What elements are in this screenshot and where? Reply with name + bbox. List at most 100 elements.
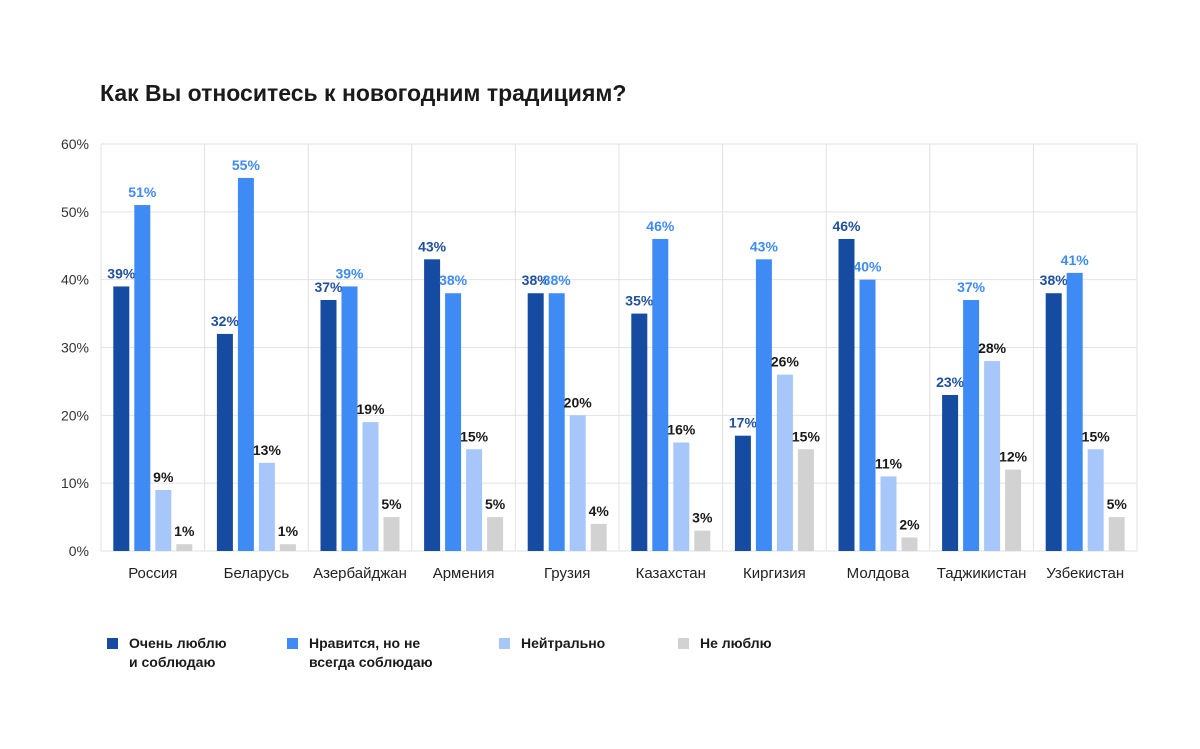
legend-label: Нейтрально (521, 635, 606, 651)
data-label: 55% (232, 157, 261, 173)
bar (797, 449, 814, 551)
bar (1087, 449, 1104, 551)
bar (942, 394, 959, 551)
data-label: 1% (174, 523, 195, 539)
data-label: 5% (381, 496, 402, 512)
data-label: 43% (750, 238, 779, 254)
legend-swatch (678, 638, 689, 649)
bar (279, 544, 296, 551)
data-label: 2% (899, 516, 920, 532)
bar (424, 259, 441, 551)
y-tick-label: 10% (61, 475, 89, 491)
bar (755, 259, 772, 551)
data-label: 40% (853, 259, 882, 275)
y-tick-label: 0% (69, 543, 89, 559)
data-label: 26% (771, 354, 800, 370)
bar (548, 293, 565, 551)
bar (734, 435, 751, 551)
legend-label: Нравится, но не всегда соблюдаю (309, 635, 433, 670)
data-label: 32% (211, 313, 240, 329)
data-label: 37% (957, 279, 986, 295)
bar (1108, 517, 1125, 551)
data-label: 3% (692, 510, 713, 526)
data-label: 5% (1107, 496, 1128, 512)
y-tick-label: 60% (61, 136, 89, 152)
data-label: 41% (1061, 252, 1090, 268)
data-label: 28% (978, 340, 1007, 356)
data-label: 43% (418, 238, 447, 254)
legend-item-dislike: Не люблю (678, 634, 772, 653)
bar (859, 279, 876, 551)
x-tick-label: Азербайджан (313, 565, 407, 582)
data-label: 5% (485, 496, 506, 512)
x-tick-label: Таджикистан (937, 565, 1027, 582)
bar (362, 422, 379, 551)
legend-swatch (287, 638, 298, 649)
data-label: 35% (625, 293, 654, 309)
bar (487, 517, 504, 551)
data-label: 15% (1082, 428, 1111, 444)
data-label: 39% (107, 265, 136, 281)
y-tick-label: 40% (61, 272, 89, 288)
bar (776, 374, 793, 551)
bar (176, 544, 193, 551)
data-label: 23% (936, 374, 965, 390)
bar (258, 462, 275, 551)
x-tick-label: Киргизия (743, 565, 806, 582)
data-label: 15% (792, 428, 821, 444)
y-tick-label: 50% (61, 204, 89, 220)
data-label: 16% (667, 421, 696, 437)
bar (694, 530, 711, 551)
bar (445, 293, 462, 551)
x-tick-label: Узбекистан (1046, 565, 1124, 582)
bar (569, 415, 586, 551)
bar (590, 523, 607, 551)
bar (838, 238, 855, 551)
bar (963, 300, 980, 551)
bar (652, 238, 669, 551)
bar (113, 286, 130, 551)
data-label: 11% (875, 455, 903, 471)
bar (527, 293, 544, 551)
data-label: 38% (543, 272, 572, 288)
y-tick-label: 30% (61, 340, 89, 356)
x-tick-label: Молдова (847, 565, 910, 582)
bar (1045, 293, 1062, 551)
bar (134, 205, 151, 552)
bar (631, 313, 648, 551)
data-label: 17% (729, 415, 758, 431)
data-label: 38% (439, 272, 468, 288)
legend-swatch (499, 638, 510, 649)
data-label: 1% (278, 523, 299, 539)
data-label: 19% (356, 401, 385, 417)
bar (383, 517, 400, 551)
bar (880, 476, 897, 551)
data-label: 38% (522, 272, 551, 288)
x-tick-label: Казахстан (636, 565, 706, 582)
bar (901, 537, 918, 551)
data-label: 20% (564, 394, 593, 410)
data-label: 51% (128, 184, 157, 200)
legend-item-like: Нравится, но не всегда соблюдаю (287, 634, 433, 672)
data-label: 15% (460, 428, 489, 444)
x-tick-label: Россия (128, 565, 177, 582)
legend-label: Очень люблю и соблюдаю (129, 635, 227, 670)
legend-swatch (107, 638, 118, 649)
data-label: 9% (153, 469, 174, 485)
bar (216, 333, 233, 551)
data-label: 37% (314, 279, 343, 295)
bar (1005, 469, 1022, 551)
data-label: 38% (1040, 272, 1069, 288)
bar (155, 489, 172, 551)
data-label: 12% (999, 449, 1028, 465)
bar (341, 286, 358, 551)
x-tick-label: Грузия (544, 565, 590, 582)
data-label: 39% (335, 265, 364, 281)
y-tick-label: 20% (61, 407, 89, 423)
bar (984, 361, 1001, 551)
legend-label: Не люблю (700, 635, 772, 651)
legend-item-very-love: Очень люблю и соблюдаю (107, 634, 227, 672)
data-label: 13% (253, 442, 282, 458)
bar (466, 449, 483, 551)
